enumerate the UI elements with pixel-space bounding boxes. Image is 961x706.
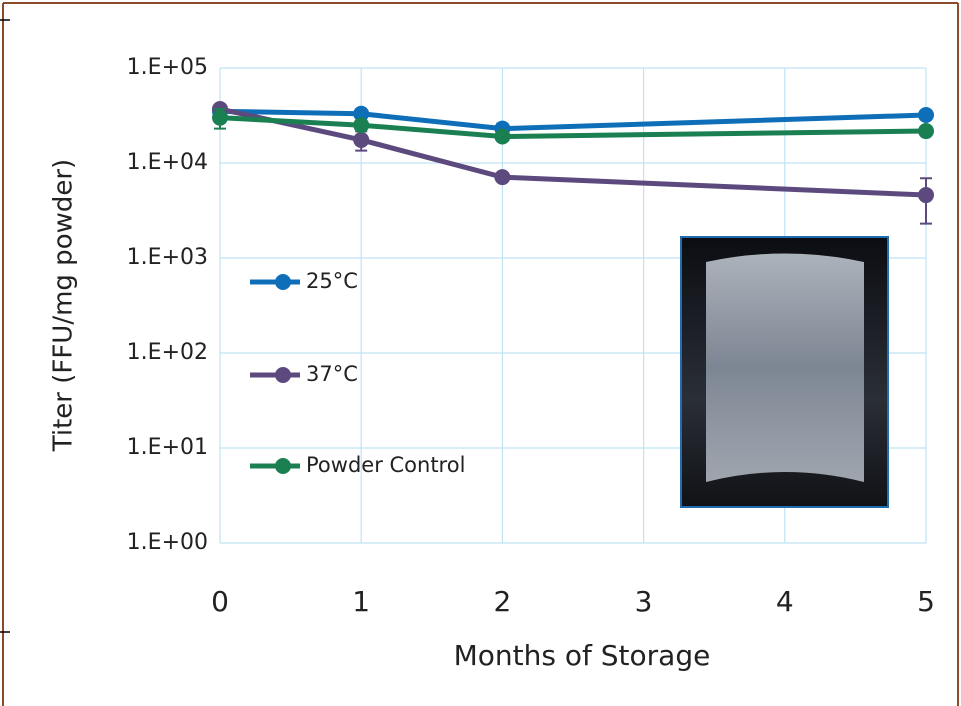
x-tick-label: 2 xyxy=(493,585,511,618)
x-tick-label: 4 xyxy=(776,585,794,618)
y-axis-title: Titer (FFU/mg powder) xyxy=(49,159,79,452)
y-tick-label: 1.E+02 xyxy=(127,340,208,365)
legend-label: 25°C xyxy=(306,269,358,293)
legend-label: 37°C xyxy=(306,362,358,386)
data-point xyxy=(212,110,228,126)
legend-marker xyxy=(275,274,291,290)
x-tick-label: 0 xyxy=(211,585,229,618)
data-point xyxy=(918,107,934,123)
series-line xyxy=(220,111,926,128)
x-tick-label: 3 xyxy=(635,585,653,618)
inset-photo xyxy=(681,237,888,507)
data-point xyxy=(918,123,934,139)
legend-marker xyxy=(275,367,291,383)
y-tick-label: 1.E+01 xyxy=(127,435,208,460)
y-tick-label: 1.E+05 xyxy=(127,55,208,80)
legend-label: Powder Control xyxy=(306,453,465,477)
y-tick-label: 1.E+03 xyxy=(127,245,208,270)
photo-film xyxy=(706,254,864,483)
data-point xyxy=(353,132,369,148)
legend-marker xyxy=(275,458,291,474)
chart: Months of Storage Titer (FFU/mg powder) … xyxy=(0,0,961,706)
y-tick-label: 1.E+04 xyxy=(127,150,208,175)
y-tick-label: 1.E+00 xyxy=(127,530,208,555)
data-point xyxy=(918,187,934,203)
x-axis-title: Months of Storage xyxy=(454,639,711,672)
data-point xyxy=(494,169,510,185)
data-point xyxy=(353,117,369,133)
data-point xyxy=(494,129,510,145)
x-tick-label: 5 xyxy=(917,585,935,618)
x-tick-label: 1 xyxy=(352,585,370,618)
